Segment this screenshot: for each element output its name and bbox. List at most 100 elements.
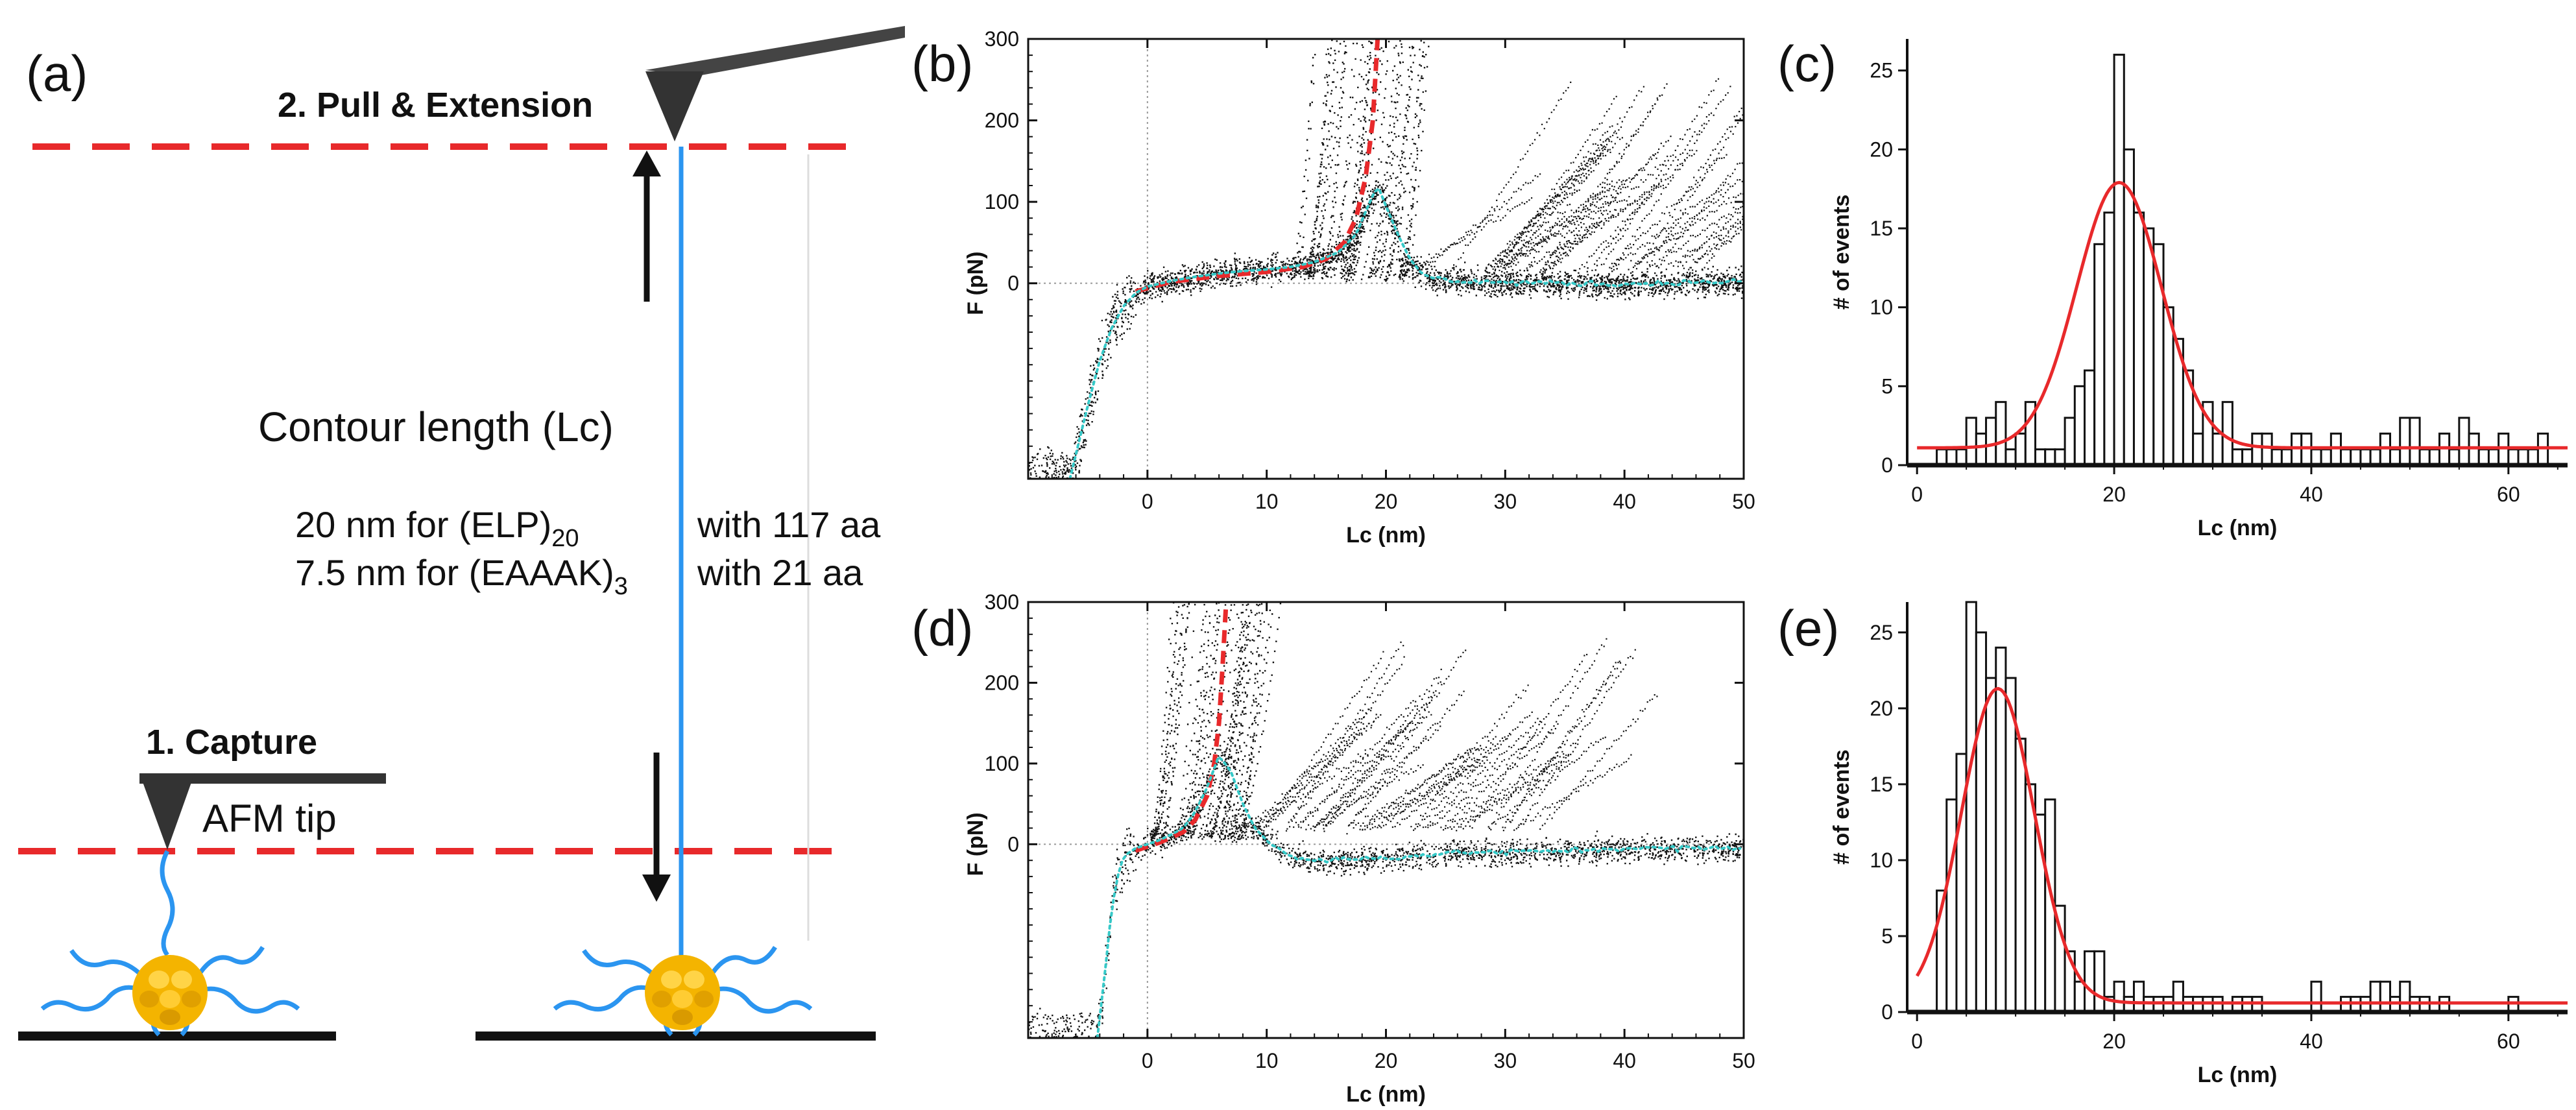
bottom-tip-icon bbox=[139, 773, 195, 850]
x-tick-label: 60 bbox=[2497, 1030, 2520, 1053]
histogram-bar bbox=[2379, 980, 2392, 1013]
y-tick-label: 25 bbox=[1870, 621, 1893, 644]
histogram-bar bbox=[2172, 980, 2184, 1013]
gaussian-fit bbox=[1916, 686, 2568, 1005]
y-tick-label: 100 bbox=[985, 190, 1019, 213]
histogram-bar bbox=[2280, 448, 2293, 466]
histogram-bar bbox=[2004, 677, 2017, 1013]
panel-label-b: (b) bbox=[911, 35, 973, 92]
step1-label: 1. Capture bbox=[146, 723, 317, 762]
y-tick-label: 0 bbox=[1007, 272, 1019, 295]
chart-b: (b) 0 10 20 30 40 50 0 100 200 300 Lc (nm) F (pN) bbox=[911, 27, 1755, 548]
trace-dots bbox=[1028, 602, 1744, 1038]
histogram-bar bbox=[2073, 980, 2086, 1013]
chart-d: (d) 0 10 20 30 40 50 0 100 200 300 Lc (nm) F (pN) bbox=[911, 590, 1755, 1107]
top-tip-icon bbox=[645, 71, 704, 141]
down-arrowhead bbox=[642, 875, 671, 902]
histogram-bar bbox=[1995, 646, 2007, 1013]
histogram-bar bbox=[2350, 448, 2362, 466]
histogram-bars bbox=[1936, 53, 2549, 466]
x-axis-label: Lc (nm) bbox=[2198, 516, 2278, 540]
histogram-bar bbox=[1936, 448, 1948, 466]
y-tick-label: 300 bbox=[985, 590, 1019, 614]
histogram-bar bbox=[1985, 416, 1997, 466]
x-axis-label: Lc (nm) bbox=[1346, 1082, 1426, 1107]
elp-line: 20 nm for (ELP)20 bbox=[295, 504, 579, 552]
y-tick-label: 0 bbox=[1881, 1000, 1893, 1024]
histogram-bar bbox=[2477, 448, 2490, 466]
histogram-bar bbox=[2211, 432, 2224, 466]
panel-label-e: (e) bbox=[1777, 599, 1839, 657]
x-tick-label: 30 bbox=[1494, 1049, 1517, 1072]
y-tick-label: 10 bbox=[1870, 849, 1893, 872]
histogram-bar bbox=[2399, 980, 2411, 1013]
histogram-bar bbox=[2044, 448, 2056, 466]
eaaak-aa: with 21 aa bbox=[697, 552, 863, 593]
histogram-bar bbox=[2014, 738, 2027, 1013]
left-surface bbox=[18, 1032, 336, 1041]
y-tick-label: 5 bbox=[1881, 374, 1893, 398]
histogram-bar bbox=[2448, 448, 2461, 466]
histogram-bar bbox=[2004, 448, 2017, 466]
x-tick-label: 20 bbox=[1375, 1049, 1398, 1072]
y-axis-label: # of events bbox=[1829, 749, 1854, 865]
histogram-bar bbox=[2132, 980, 2145, 1013]
histogram-bar bbox=[2034, 448, 2047, 466]
histogram-bars bbox=[1936, 601, 2520, 1013]
histogram-bar bbox=[2359, 448, 2372, 466]
x-axis-label: Lc (nm) bbox=[2198, 1063, 2278, 1087]
histogram-bar bbox=[2527, 448, 2539, 466]
y-tick-label: 20 bbox=[1870, 697, 1893, 720]
histogram-bar bbox=[1945, 798, 1958, 1013]
histogram-bar bbox=[2389, 448, 2401, 466]
histogram-bar bbox=[2024, 783, 2037, 1013]
histogram-bar bbox=[2418, 448, 2431, 466]
histogram-bar bbox=[2064, 416, 2076, 466]
top-cantilever bbox=[645, 26, 905, 77]
elp-aa: with 117 aa bbox=[697, 504, 881, 545]
x-tick-label: 10 bbox=[1255, 490, 1279, 513]
x-tick-label: 50 bbox=[1732, 1049, 1755, 1072]
x-axis-label: Lc (nm) bbox=[1346, 523, 1426, 548]
histogram-bar bbox=[2399, 416, 2411, 466]
x-tick-label: 20 bbox=[2102, 483, 2126, 506]
y-tick-label: 15 bbox=[1870, 773, 1893, 796]
fit-curve bbox=[1135, 39, 1380, 294]
contour-label: Contour length (Lc) bbox=[258, 404, 614, 450]
trace-cloud bbox=[1028, 602, 1744, 1038]
up-arrowhead bbox=[632, 151, 661, 176]
histogram-bar bbox=[2093, 243, 2106, 466]
chart-e: (e) 0 20 40 60 0 5 10 15 20 25 Lc (nm) # of events bbox=[1777, 599, 2568, 1087]
panel-label-a: (a) bbox=[26, 45, 88, 102]
right-surface bbox=[475, 1032, 876, 1041]
histogram-bar bbox=[1975, 432, 1988, 466]
x-tick-label: 0 bbox=[1142, 490, 1153, 513]
histogram-bar bbox=[2083, 369, 2096, 466]
panel-label-c: (c) bbox=[1777, 35, 1836, 92]
y-tick-label: 20 bbox=[1870, 138, 1893, 161]
x-tick-label: 10 bbox=[1255, 1049, 1279, 1072]
y-axis-label: F (pN) bbox=[963, 252, 988, 315]
x-tick-label: 20 bbox=[1375, 490, 1398, 513]
histogram-bar bbox=[1965, 416, 1977, 466]
histogram-bar bbox=[2103, 211, 2115, 466]
histogram-bar bbox=[2310, 980, 2322, 1013]
x-tick-label: 40 bbox=[1613, 490, 1636, 513]
histogram-bar bbox=[2261, 432, 2273, 466]
histogram-bar bbox=[2369, 448, 2381, 466]
histogram-bar bbox=[1955, 448, 1968, 466]
chart-c: (c) 0 20 40 60 0 5 10 15 20 25 Lc (nm) # of events bbox=[1777, 35, 2568, 540]
x-tick-label: 60 bbox=[2497, 483, 2520, 506]
histogram-bar bbox=[2093, 950, 2106, 1013]
y-tick-label: 200 bbox=[985, 671, 1019, 694]
histogram-bar bbox=[2517, 448, 2529, 466]
x-tick-label: 40 bbox=[2300, 483, 2323, 506]
histogram-bar bbox=[2369, 980, 2381, 1013]
histogram-bar bbox=[1965, 601, 1977, 1013]
step2-label: 2. Pull & Extension bbox=[278, 86, 593, 125]
histogram-bar bbox=[2143, 227, 2155, 466]
histogram-bar bbox=[2428, 448, 2440, 466]
plot-area-d bbox=[1028, 602, 1744, 1038]
left-nanoparticle bbox=[40, 850, 300, 1037]
